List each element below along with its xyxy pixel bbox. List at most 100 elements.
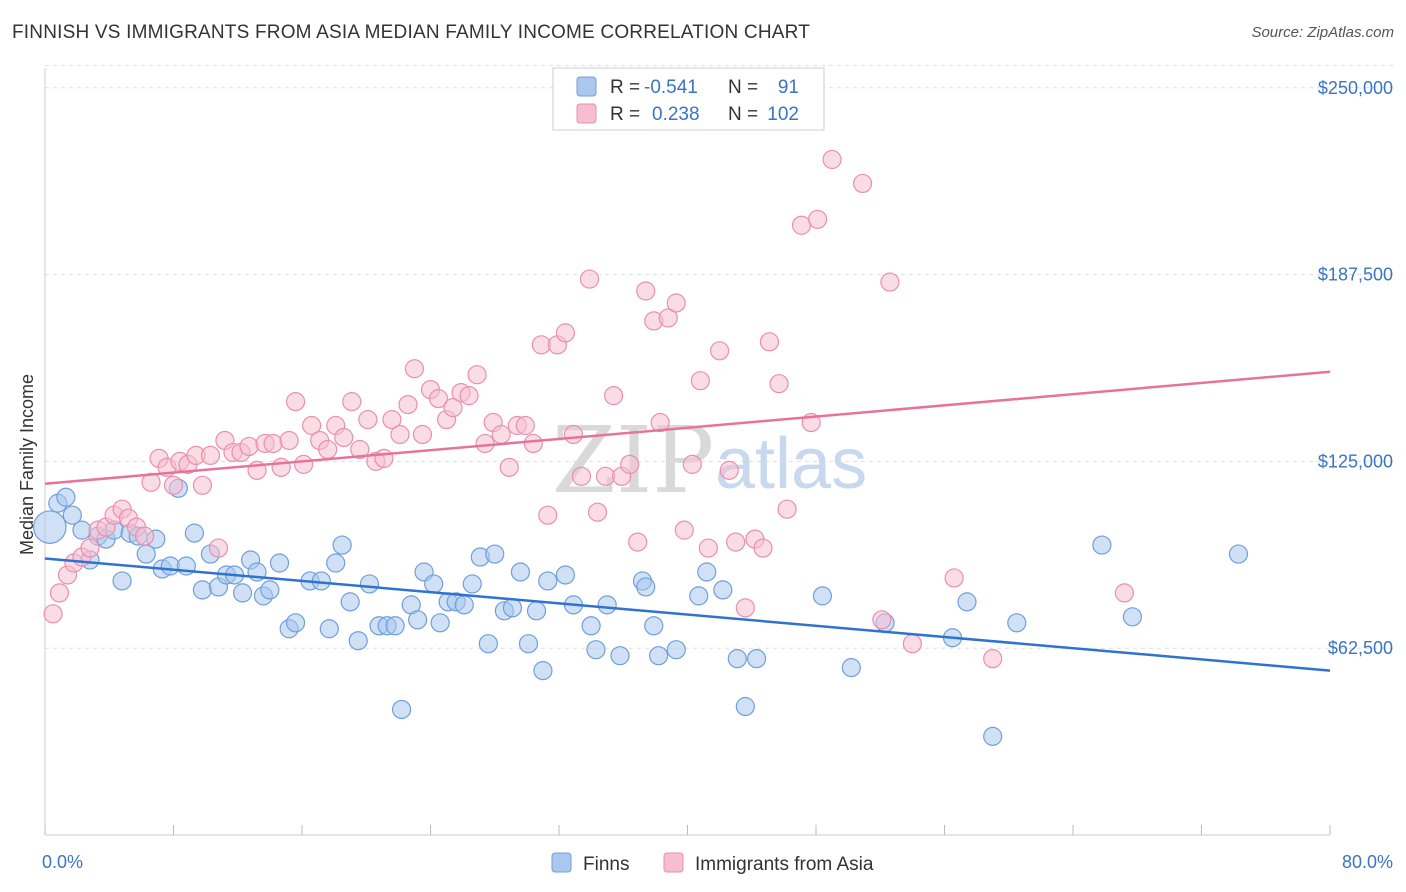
finns-point [454,595,474,615]
asia-point [658,308,678,328]
asia-point [698,538,718,558]
asia-point [467,365,487,385]
asia-point [735,598,755,618]
finns-point [1007,613,1027,633]
asia-point [318,439,338,460]
asia-point [475,433,495,454]
finns-point [72,520,92,540]
asia-point [555,323,576,343]
finns-point [424,574,444,594]
finns-point [385,616,405,636]
asia-point [579,269,600,289]
legend-r-value-blue: -0.541 [644,77,698,98]
asia-point [523,433,543,454]
finns-point [332,535,352,555]
finns-point [666,640,686,660]
asia-point [134,526,155,546]
finns-point [644,616,664,636]
asia-point [43,604,63,624]
asia-point [791,215,812,235]
asia-point [334,427,354,448]
asia-point [983,649,1003,669]
finns-point [1092,535,1112,555]
finns-point [1122,607,1143,627]
asia-point [412,424,433,445]
asia-point [390,424,410,445]
finns-point [581,616,601,636]
finns-point [485,544,505,564]
x-tick-label-min: 0.0% [42,852,83,872]
finns-point [983,726,1003,746]
asia-point [604,386,624,406]
finns-point [597,595,617,615]
asia-point [192,475,213,495]
finns-point [326,553,346,573]
series-legend-label-finns: Finns [583,854,629,875]
finns-point [184,523,204,543]
asia-point [531,335,551,355]
finns-point [391,699,412,720]
asia-point [208,538,229,558]
asia-points [43,149,1135,669]
finns-point [610,646,630,666]
series-legend-swatch-finns [551,852,572,873]
finns-point [56,487,76,507]
finns-point [555,565,576,585]
legend-r-value-pink: 0.238 [652,104,700,125]
asia-point [852,173,873,194]
finns-trend-line [44,557,1331,672]
asia-point [459,386,479,406]
legend-r-label-blue: R = [610,77,640,98]
asia-point [628,532,648,552]
asia-point [595,466,616,486]
finns-point [746,649,767,669]
asia-point [279,430,299,451]
finns-point [260,580,280,600]
asia-point [515,415,535,436]
asia-point [719,460,739,480]
finns-point [192,580,213,600]
asia-point [404,359,425,379]
asia-trend-line [44,370,1331,486]
asia-point [690,371,710,391]
asia-point [263,433,283,454]
finns-point [478,634,498,654]
asia-point [499,457,519,477]
correlation-legend: R = -0.541 N = 91 R = 0.238 N = 102 [552,67,825,131]
finns-point [319,619,339,639]
finns-point [502,598,523,618]
finns-point [538,571,558,591]
asia-point [428,389,449,409]
asia-point [374,448,394,468]
asia-point [350,439,370,460]
finns-point [510,562,531,582]
asia-point [822,149,842,170]
asia-point [358,409,378,430]
asia-point [200,445,221,466]
y-tick-label: $62,500 [1328,638,1393,658]
finns-point [62,505,82,525]
legend-box [552,67,825,131]
source-label: Source: ZipAtlas.com [1251,24,1394,41]
series-legend-label-asia: Immigrants from Asia [695,854,874,875]
chart-title: FINNISH VS IMMIGRANTS FROM ASIA MEDIAN F… [12,22,811,43]
asia-point [382,409,402,430]
x-tick-label-max: 80.0% [1342,852,1393,872]
asia-point [808,209,828,229]
finns-point [636,577,656,597]
finns-point [112,571,132,591]
asia-point [571,466,592,486]
legend-swatch-blue [576,76,597,97]
asia-point [294,454,314,474]
finns-point [697,562,717,582]
asia-point [726,532,746,552]
finns-point [359,574,380,594]
asia-point [1114,583,1135,603]
x-ticks [44,825,1331,835]
asia-point [710,341,730,361]
asia-point [872,610,892,630]
finns-point [269,553,290,573]
asia-point [80,538,100,558]
finns-points [33,478,1249,746]
finns-point [841,658,861,678]
